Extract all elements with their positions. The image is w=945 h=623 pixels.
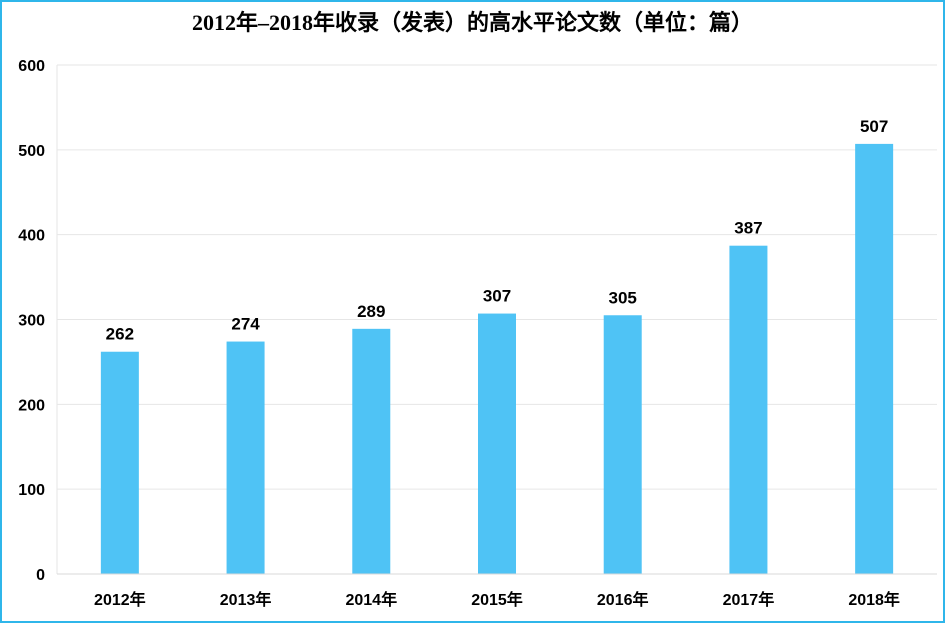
- y-tick-label: 100: [18, 482, 45, 499]
- bar: [855, 143, 894, 574]
- y-tick-label: 0: [36, 567, 45, 584]
- bar: [226, 341, 265, 574]
- x-tick-label: 2012年: [94, 590, 146, 609]
- y-tick-label: 300: [18, 313, 45, 330]
- x-tick-label: 2013年: [220, 590, 272, 609]
- y-tick-label: 400: [18, 228, 45, 245]
- data-label: 387: [734, 219, 762, 238]
- data-label: 305: [609, 288, 637, 307]
- data-label: 262: [106, 325, 134, 344]
- y-axis: 0 100 200 300 400 500 600: [18, 58, 58, 584]
- x-tick-label: 2017年: [723, 590, 775, 609]
- data-label: 274: [231, 315, 260, 334]
- bar: [603, 315, 642, 574]
- chart-title: 2012年–2018年收录（发表）的高水平论文数（单位：篇）: [191, 10, 753, 35]
- x-tick-label: 2015年: [471, 590, 523, 609]
- y-tick-label: 200: [18, 397, 45, 414]
- data-labels: 262 274 289 307 305 387 507: [106, 117, 889, 344]
- bars: [100, 143, 894, 574]
- y-tick-label: 500: [18, 143, 45, 160]
- bar: [100, 351, 139, 574]
- bar: [729, 245, 768, 574]
- bar: [352, 328, 391, 574]
- data-label: 307: [483, 287, 511, 306]
- bar: [478, 313, 516, 574]
- data-label: 289: [357, 302, 385, 321]
- x-tick-label: 2014年: [345, 590, 397, 609]
- data-label: 507: [860, 117, 888, 136]
- x-tick-label: 2016年: [597, 590, 649, 609]
- y-tick-label: 600: [18, 58, 45, 75]
- x-axis: 2012年 2013年 2014年 2015年 2016年 2017年 2018年: [57, 573, 937, 609]
- x-tick-label: 2018年: [848, 590, 900, 609]
